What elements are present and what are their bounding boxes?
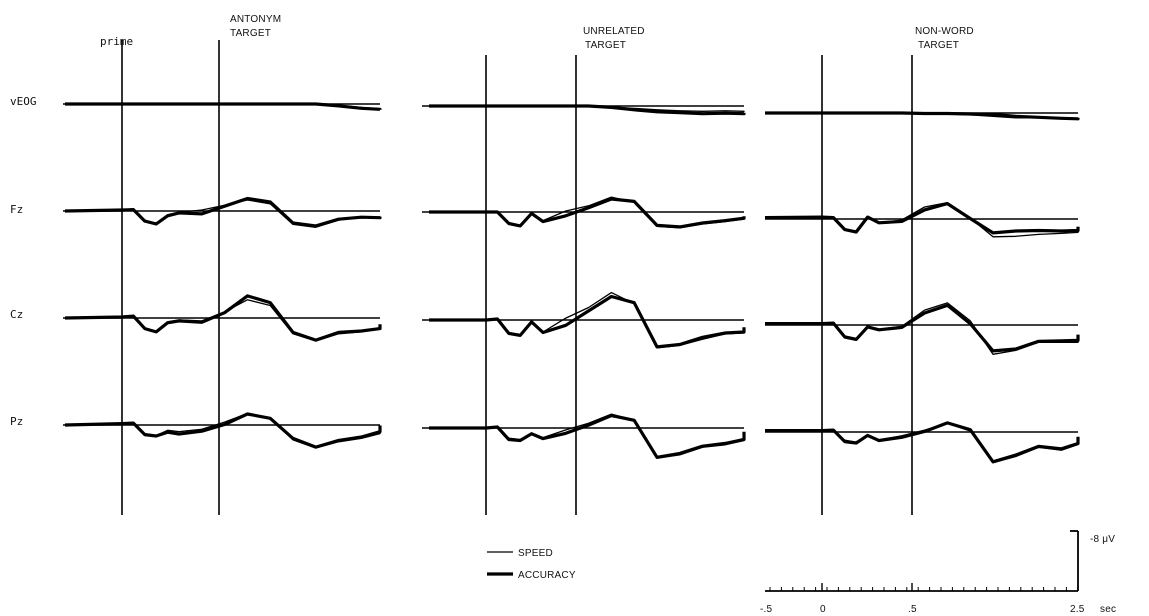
legend-label-accuracy: ACCURACY xyxy=(518,570,576,581)
channel-label-veog: vEOG xyxy=(10,95,37,108)
antonym-cz-accuracy-wave xyxy=(64,294,382,342)
panel-title-nonword-line1: NON-WORD xyxy=(915,26,974,37)
panel-title-antonym-line2: TARGET xyxy=(230,28,271,39)
antonym-fz-accuracy-wave xyxy=(64,196,382,228)
antonym-pz-accuracy-wave xyxy=(64,412,382,449)
unrelated-pz-speed-wave xyxy=(429,413,745,459)
panel-title-nonword-line2: TARGET xyxy=(918,40,959,51)
antonym-fz-speed-wave xyxy=(65,199,381,228)
scale-unit-label: sec xyxy=(1100,604,1116,615)
scale-amplitude-label: -8 μV xyxy=(1090,534,1115,545)
nonword-cz-accuracy-wave xyxy=(765,303,1080,353)
channel-label-fz: Fz xyxy=(10,203,23,216)
nonword-pz-accuracy-wave xyxy=(765,421,1080,464)
nonword-fz-accuracy-wave xyxy=(764,202,1080,235)
unrelated-fz-accuracy-wave xyxy=(429,197,746,229)
scale-tick-label-neg-half: -.5 xyxy=(760,604,773,615)
scale-tick-label-half: .5 xyxy=(908,604,917,615)
prime-label: prime xyxy=(100,35,133,48)
nonword-veog-accuracy-wave xyxy=(765,111,1080,121)
unrelated-pz-accuracy-wave xyxy=(429,413,746,459)
unrelated-cz-accuracy-wave xyxy=(429,294,746,349)
unrelated-veog-accuracy-wave xyxy=(429,104,746,116)
panel-title-antonym-line1: ANTONYM xyxy=(230,14,281,25)
antonym-veog-accuracy-wave xyxy=(65,102,382,111)
nonword-cz-speed-wave xyxy=(764,302,1079,355)
channel-label-cz: Cz xyxy=(10,308,23,321)
panel-title-unrelated-line2: TARGET xyxy=(585,40,626,51)
panel-title-unrelated-line1: UNRELATED xyxy=(583,26,645,37)
scale-tick-label-end: 2.5 xyxy=(1070,604,1085,615)
legend-label-speed: SPEED xyxy=(518,548,553,559)
scale-minor-ticks xyxy=(769,583,1079,591)
plot-layer xyxy=(63,40,1080,515)
scale-bar: -8 μV -.5 0 .5 2.5 sec xyxy=(760,530,1116,615)
channel-label-pz: Pz xyxy=(10,415,23,428)
scale-tick-label-zero: 0 xyxy=(820,604,826,615)
